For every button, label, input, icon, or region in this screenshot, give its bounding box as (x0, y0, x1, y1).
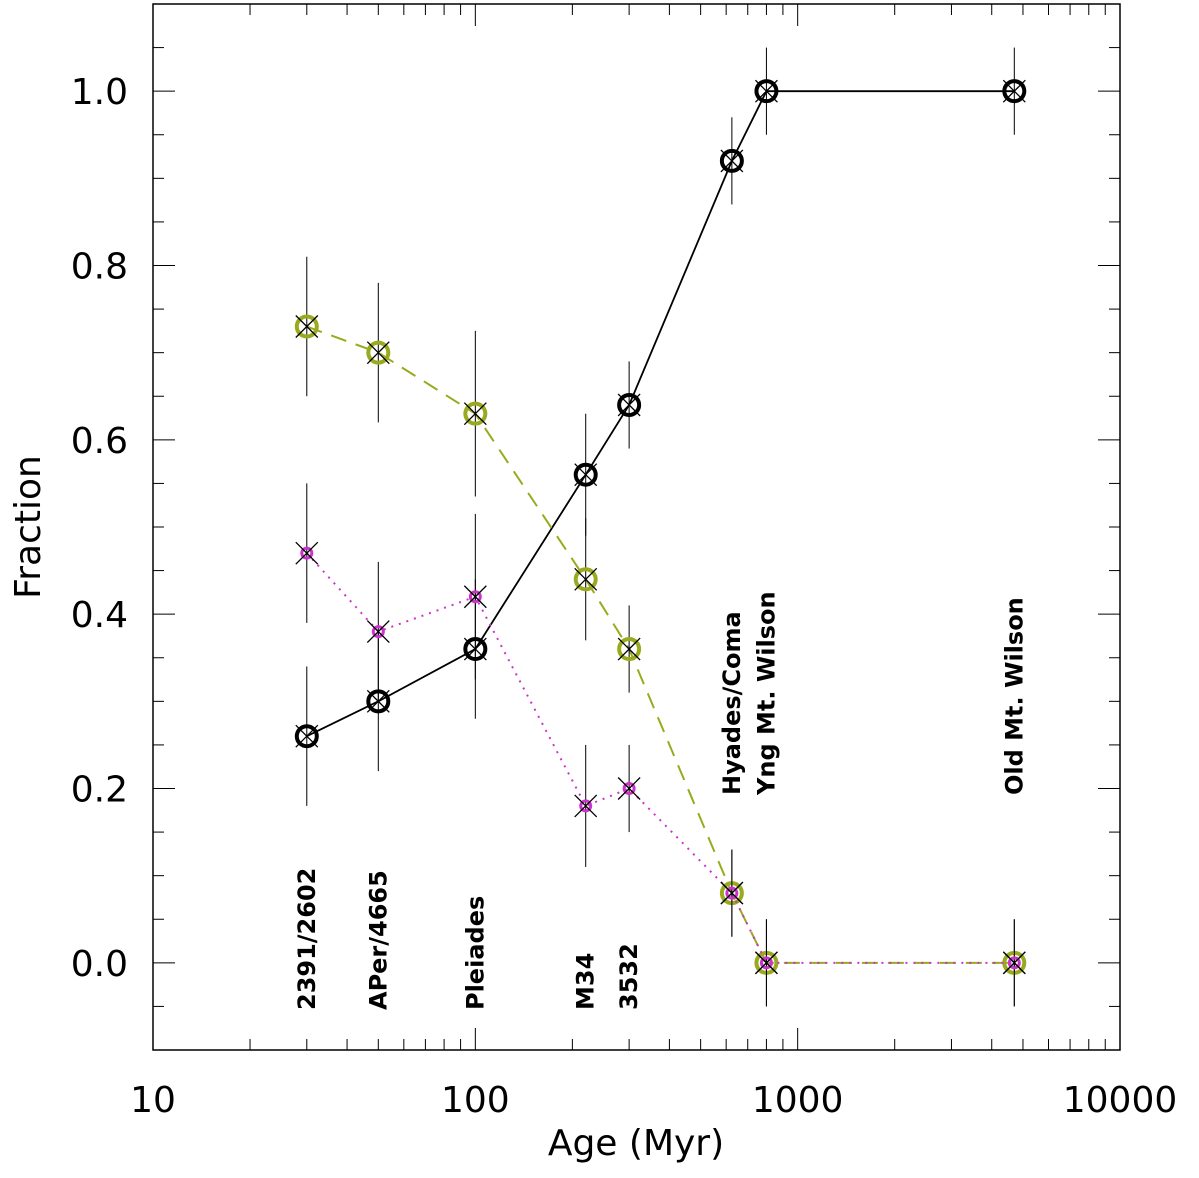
data-point-circle (1002, 79, 1027, 104)
data-point-cross (574, 567, 598, 591)
data-point-cross (295, 724, 319, 748)
annotation-label: Pleiades (461, 896, 489, 1010)
series-dotted (295, 483, 1026, 1007)
data-point-circle (463, 401, 488, 426)
data-point-circle (622, 782, 636, 795)
annotation-label: Hyades/Coma (718, 611, 746, 795)
data-point-circle (759, 956, 773, 970)
annotation-label: 3532 (615, 943, 643, 1010)
y-tick-label: 0.0 (71, 944, 128, 985)
data-point-circle (294, 724, 319, 749)
data-point-circle (573, 567, 598, 592)
data-point-circle (468, 590, 482, 604)
data-point-circle (579, 799, 593, 813)
data-point-circle (300, 546, 314, 560)
series-line (306, 90, 1015, 738)
annotation-label: M34 (572, 953, 600, 1010)
series-line (306, 325, 1015, 964)
y-tick-label: 0.4 (71, 595, 128, 636)
annotation-layer: 2391/2602 APer/4665 Pleiades M34 3532 Hyades/… (293, 591, 1029, 1010)
data-point-circle (573, 462, 598, 487)
data-point-cross (366, 620, 390, 644)
data-point-cross (754, 79, 778, 103)
data-point-circle (617, 637, 642, 662)
data-point-cross (617, 393, 641, 417)
data-point-circle (725, 886, 739, 900)
data-point-cross (574, 794, 598, 818)
data-point-cross (720, 149, 744, 173)
data-point-cross (463, 585, 487, 609)
series-dashed (294, 256, 1027, 1007)
y-tick-label: 0.8 (71, 247, 128, 288)
data-point-cross (295, 541, 319, 565)
data-point-cross (366, 341, 390, 365)
data-point-cross (463, 402, 487, 426)
annotation-label: Old Mt. Wilson (1000, 597, 1028, 795)
y-tick-label: 0.2 (71, 770, 128, 811)
data-point-circle (1007, 956, 1021, 970)
annotation-label: 2391/2602 (293, 868, 321, 1010)
x-axis-title: Age (Myr) (548, 1123, 724, 1164)
y-tick-label: 0.6 (71, 421, 128, 462)
x-tick-label: 10 (130, 1080, 176, 1121)
x-tick-label: 1000 (752, 1080, 844, 1121)
y-tick-label: 1.0 (71, 72, 128, 113)
series-solid (294, 47, 1027, 806)
data-point-cross (295, 315, 319, 338)
series-line (306, 552, 1015, 964)
annotation-label: APer/4665 (364, 870, 392, 1010)
data-point-cross (754, 951, 778, 975)
data-point-cross (1002, 951, 1026, 975)
data-point-cross (720, 881, 744, 905)
data-point-circle (617, 392, 642, 417)
data-point-cross (617, 777, 641, 800)
data-point-circle (719, 148, 744, 173)
data-point-cross (574, 463, 598, 487)
x-tick-label: 100 (441, 1080, 510, 1121)
data-point-circle (754, 79, 779, 104)
annotation-label: Yng Mt. Wilson (752, 591, 780, 796)
ticks-layer: 10 100 1000 10000 0.0 0.2 0.4 0.6 0.8 1.0 (71, 4, 1178, 1121)
data-point-circle (371, 625, 385, 639)
series-layer (294, 47, 1027, 1007)
data-point-circle (294, 314, 319, 339)
x-tick-label: 10000 (1063, 1080, 1178, 1121)
data-point-circle (366, 340, 391, 365)
data-point-cross (617, 637, 641, 661)
y-axis-title: Fraction (8, 455, 49, 599)
data-point-cross (1002, 79, 1026, 103)
